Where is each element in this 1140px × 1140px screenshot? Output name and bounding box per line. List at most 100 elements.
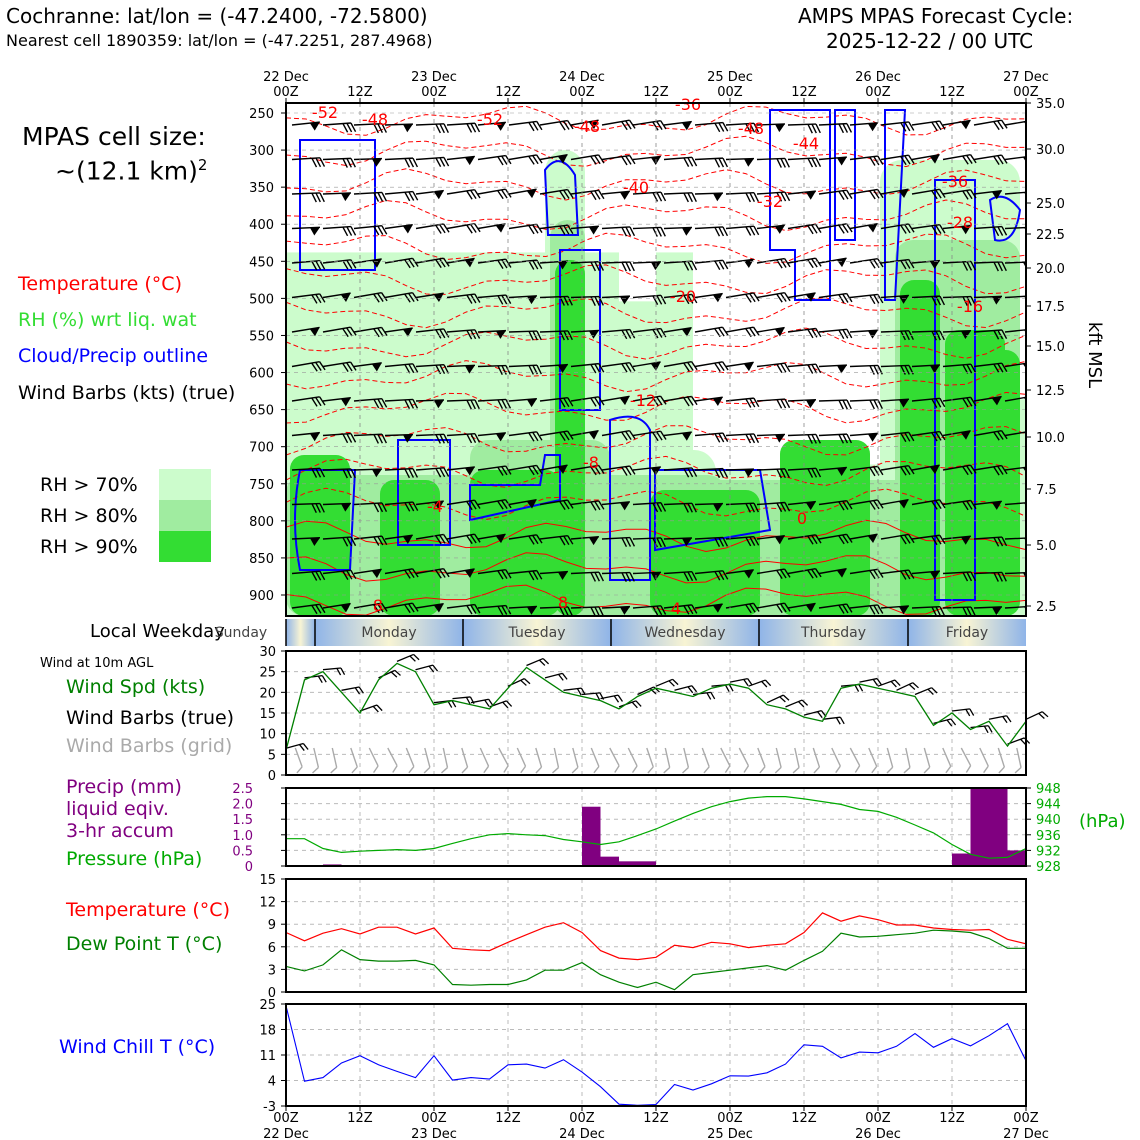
barb-flag bbox=[559, 536, 566, 546]
wind-barb bbox=[756, 362, 791, 373]
barb-flag bbox=[631, 701, 638, 709]
wind-barb bbox=[756, 398, 791, 409]
barb-flag bbox=[412, 363, 419, 373]
wind-barbs-true-label: Wind Barbs (true) bbox=[66, 707, 235, 729]
barb-shaft bbox=[477, 364, 507, 368]
barb-flag bbox=[528, 466, 535, 476]
barb-flag bbox=[792, 767, 800, 774]
barb-flag bbox=[970, 261, 977, 271]
barb-flag bbox=[621, 261, 627, 272]
barb-pennant bbox=[898, 189, 909, 199]
barb-shaft bbox=[831, 747, 841, 767]
cloud-outline bbox=[834, 109, 856, 241]
barb-flag bbox=[838, 190, 845, 201]
temperature-label: -36 bbox=[675, 95, 701, 114]
barb-shaft bbox=[304, 674, 323, 679]
weekday-cell bbox=[463, 619, 611, 646]
barb-flag bbox=[342, 328, 349, 338]
barb-flag bbox=[931, 535, 938, 546]
barb-flag bbox=[962, 606, 968, 616]
wind-barb bbox=[415, 603, 444, 613]
forecast-cycle-date: 2025-12-22 / 00 UTC bbox=[826, 29, 1034, 53]
barb-flag bbox=[683, 503, 689, 513]
kft-tick-label: 17.5 bbox=[1036, 300, 1065, 315]
barb-flag bbox=[631, 765, 638, 774]
barb-flag bbox=[774, 766, 782, 774]
barb-shaft bbox=[787, 602, 816, 609]
grid-wind-barb bbox=[498, 747, 509, 773]
barb-shaft bbox=[601, 395, 630, 402]
barb-flag bbox=[625, 362, 632, 372]
grid-wind-barb bbox=[701, 747, 710, 774]
barb-flag bbox=[869, 570, 876, 580]
barb-flag bbox=[439, 434, 445, 444]
barb-flag bbox=[753, 292, 760, 302]
wind-barb bbox=[384, 568, 419, 579]
true-wind-barb bbox=[637, 686, 660, 696]
temp-panel-frame bbox=[285, 878, 1027, 993]
barb-flag bbox=[962, 296, 968, 306]
barb-flag bbox=[594, 296, 600, 306]
barb-shaft bbox=[516, 747, 527, 767]
barb-shaft bbox=[384, 190, 413, 195]
barb-flag bbox=[505, 465, 512, 475]
barb-shaft bbox=[942, 430, 971, 437]
wind-barb bbox=[973, 362, 1008, 373]
barb-flag bbox=[811, 364, 818, 374]
barb-flag bbox=[497, 466, 504, 476]
barb-flag bbox=[656, 537, 662, 548]
cloud-outline bbox=[543, 160, 580, 236]
wind-barb bbox=[353, 291, 388, 303]
barb-flag bbox=[807, 329, 814, 339]
barb-shaft bbox=[415, 664, 434, 671]
barb-shaft bbox=[353, 468, 383, 471]
wind-barb bbox=[291, 570, 326, 581]
wind-barb bbox=[818, 189, 853, 201]
barb-shaft bbox=[291, 502, 321, 506]
barb-shaft bbox=[581, 692, 600, 696]
barb-flag bbox=[629, 226, 636, 237]
barb-pennant bbox=[619, 396, 630, 406]
barb-shaft bbox=[384, 602, 413, 609]
wind-barb bbox=[570, 261, 605, 272]
barb-shaft bbox=[818, 466, 847, 471]
barb-flag bbox=[784, 568, 791, 578]
barb-flag bbox=[838, 535, 845, 545]
barb-pennant bbox=[526, 398, 537, 408]
temperature-label: -16 bbox=[957, 297, 983, 316]
precip-tick-label: 2.5 bbox=[232, 782, 253, 797]
barb-flag bbox=[563, 296, 569, 306]
barb-flag bbox=[614, 765, 620, 773]
wind-barb bbox=[725, 535, 760, 547]
barb-flag bbox=[536, 570, 543, 580]
pressure-tick-label: 350 bbox=[249, 181, 274, 196]
barb-shaft bbox=[508, 223, 537, 230]
barb-shaft bbox=[313, 747, 320, 768]
barb-shaft bbox=[646, 747, 654, 768]
wind-barb bbox=[384, 501, 419, 512]
wind-barb bbox=[663, 327, 692, 337]
temperature-label: -52 bbox=[312, 103, 338, 122]
wind-barb bbox=[384, 534, 413, 544]
wind-barb bbox=[973, 500, 1002, 510]
wind-barb bbox=[601, 465, 636, 476]
wind-barb bbox=[911, 120, 946, 131]
wind-barb bbox=[818, 292, 853, 304]
barb-flag bbox=[598, 396, 605, 406]
barb-flag bbox=[854, 765, 861, 773]
wind-barb bbox=[353, 157, 383, 167]
barb-flag bbox=[443, 123, 449, 133]
kft-tick-label: 15.0 bbox=[1036, 340, 1065, 355]
barb-shaft bbox=[973, 464, 1002, 471]
barb-shaft bbox=[756, 291, 785, 299]
weekday-name: Sunday bbox=[215, 625, 267, 641]
temp-tick-label: 6 bbox=[268, 941, 276, 956]
barb-flag bbox=[962, 466, 969, 476]
barb-shaft bbox=[663, 570, 692, 575]
kft-tick-label: 12.5 bbox=[1036, 384, 1065, 399]
barb-shaft bbox=[1004, 191, 1026, 195]
barb-shaft bbox=[720, 747, 731, 767]
precip-tick-label: 0 bbox=[245, 860, 253, 875]
barb-flag bbox=[409, 655, 416, 662]
barb-shaft bbox=[1004, 155, 1026, 161]
